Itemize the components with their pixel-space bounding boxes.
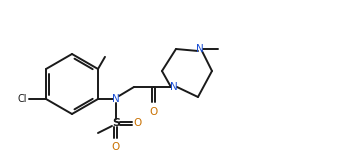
Text: N: N [112,94,120,104]
Text: O: O [150,107,158,117]
Text: N: N [196,44,204,54]
Text: O: O [112,142,120,152]
Text: Cl: Cl [17,94,27,104]
Text: O: O [133,118,141,128]
Text: N: N [170,82,178,92]
Text: S: S [112,118,120,128]
